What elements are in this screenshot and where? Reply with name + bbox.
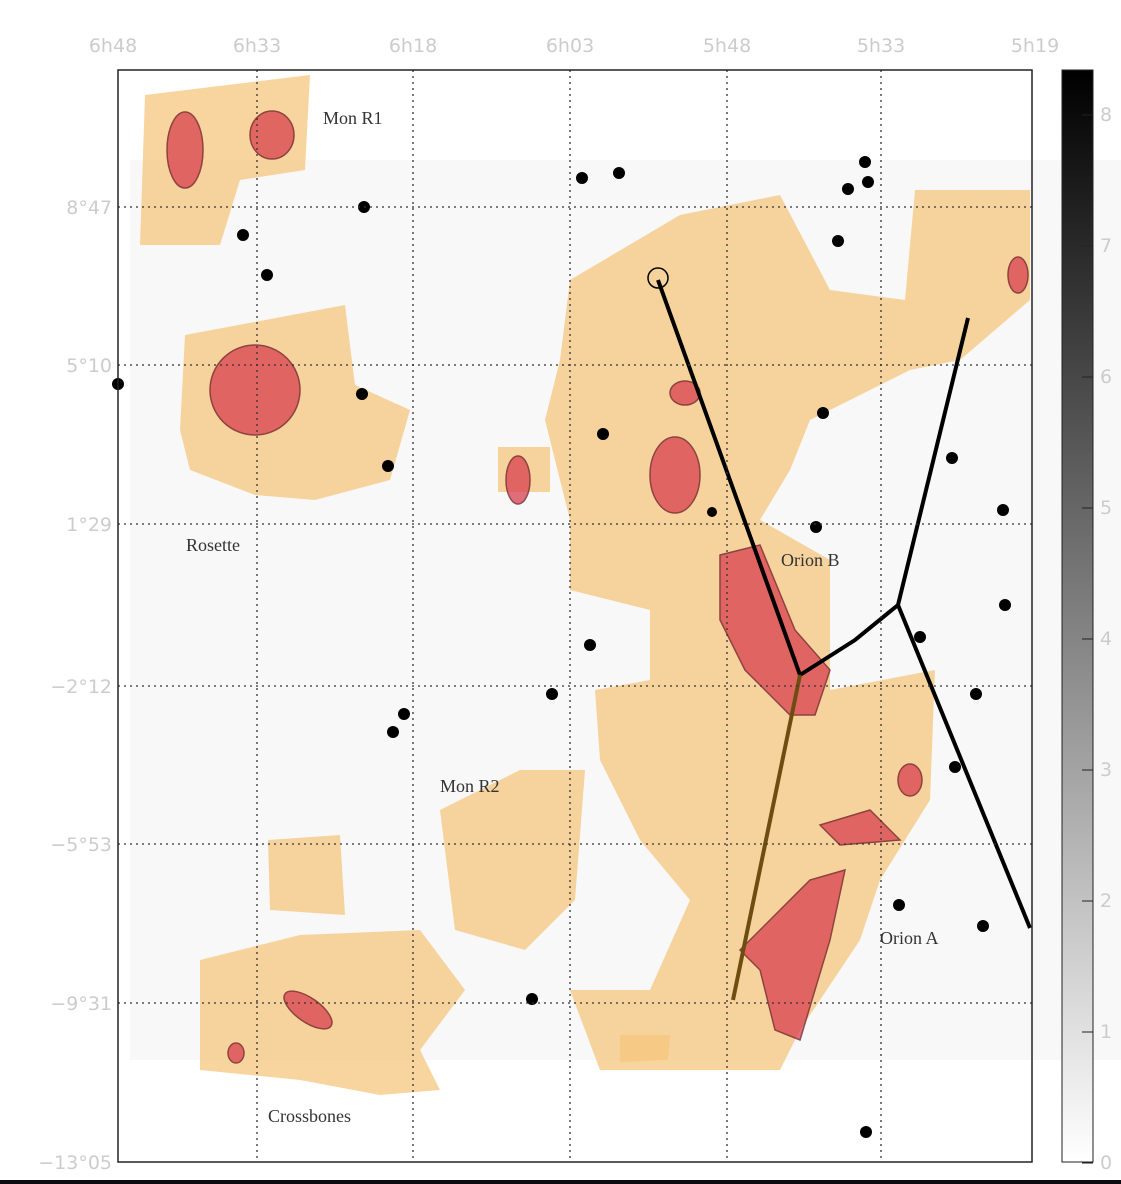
ra-tick-label: 6h03 [546,35,594,57]
ra-tick-label: 6h48 [89,35,137,57]
dec-tick-label: −5°53 [50,834,112,856]
ra-tick-label: 5h19 [1011,35,1059,57]
dec-tick-label: −2°12 [50,676,112,698]
colorbar-tick-label: 4 [1100,628,1112,650]
region-label: Rosette [186,535,240,555]
ra-tick-label: 6h18 [389,35,437,57]
dec-tick-label: −9°31 [50,993,112,1015]
dec-tick-label: −13°05 [38,1152,112,1174]
ra-tick-label: 5h33 [857,35,905,57]
dec-tick-label: 5°10 [66,355,112,377]
page: Mon R1 Rosette Orion B Mon R2 Orion A Cr… [0,0,1121,1180]
region-label: Crossbones [268,1106,351,1126]
cloud-shapes [130,75,1121,1095]
colorbar-tick-label: 1 [1100,1021,1112,1043]
colorbar-tick-label: 2 [1100,890,1112,912]
colorbar [1062,70,1093,1162]
region-label: Orion B [781,550,840,570]
dec-tick-label: 1°29 [66,514,112,536]
colorbar-tick-label: 6 [1100,366,1112,388]
colorbar-tick-label: 3 [1100,759,1112,781]
region-label: Mon R1 [323,108,383,128]
ra-tick-label: 6h33 [233,35,281,57]
region-label: Orion A [880,928,939,948]
colorbar-tick-label: 8 [1100,104,1112,126]
sky-map: Mon R1 Rosette Orion B Mon R2 Orion A Cr… [0,0,1121,1180]
colorbar-tick-label: 0 [1100,1152,1112,1174]
region-label: Mon R2 [440,776,500,796]
dec-tick-label: 8°47 [66,197,112,219]
colorbar-tick-label: 5 [1100,497,1112,519]
colorbar-tick-label: 7 [1100,235,1112,257]
ra-tick-label: 5h48 [703,35,751,57]
